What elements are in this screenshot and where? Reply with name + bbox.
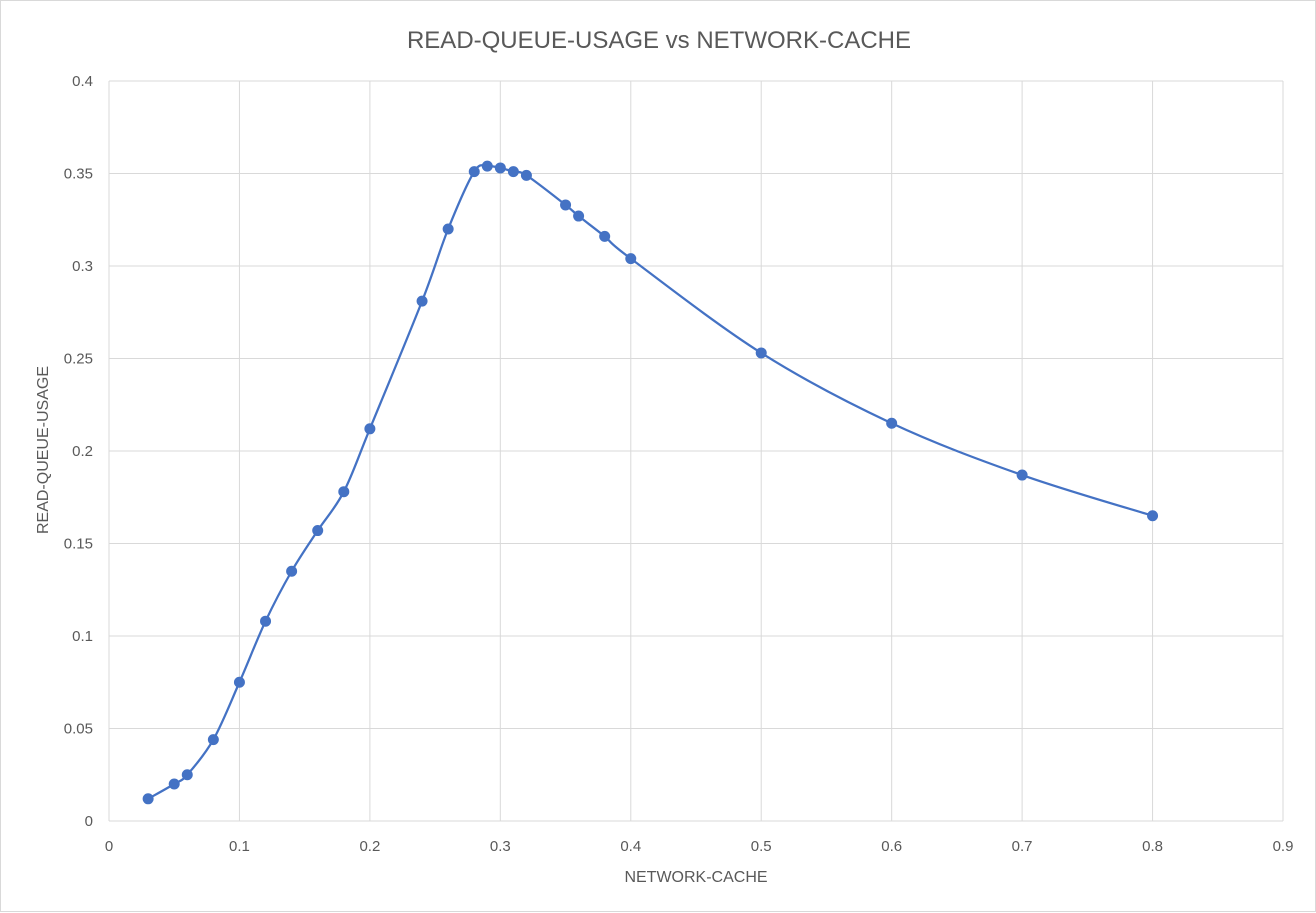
x-axis-title: NETWORK-CACHE — [624, 869, 767, 886]
x-tick-label: 0.1 — [229, 838, 250, 855]
data-point[interactable] — [599, 230, 611, 242]
x-tick-label: 0.4 — [620, 838, 641, 855]
y-tick-label: 0.15 — [64, 536, 93, 553]
tick-labels: 0 0.1 0.2 0.3 0.4 0.5 0.6 0.7 0.8 0.9 0 0.05 0.1 0.15… — [64, 73, 1294, 855]
data-point[interactable] — [573, 210, 585, 222]
data-point[interactable] — [1147, 510, 1159, 522]
y-tick-label: 0.05 — [64, 721, 93, 738]
data-point[interactable] — [494, 162, 506, 174]
data-point[interactable] — [560, 199, 572, 211]
x-tick-label: 0.3 — [490, 838, 511, 855]
series-layer — [142, 160, 1159, 805]
data-point[interactable] — [625, 253, 637, 265]
data-point[interactable] — [181, 769, 193, 781]
x-tick-label: 0.9 — [1273, 838, 1294, 855]
data-point[interactable] — [507, 166, 519, 178]
data-point[interactable] — [755, 347, 767, 359]
data-point[interactable] — [168, 778, 180, 790]
data-point[interactable] — [286, 565, 298, 577]
data-point[interactable] — [233, 676, 245, 688]
data-point[interactable] — [442, 223, 454, 235]
y-tick-label: 0.3 — [72, 258, 93, 275]
data-point[interactable] — [364, 423, 376, 435]
chart-title: READ-QUEUE-USAGE vs NETWORK-CACHE — [407, 27, 911, 54]
x-tick-label: 0.6 — [881, 838, 902, 855]
y-tick-label: 0.25 — [64, 351, 93, 368]
data-point[interactable] — [1016, 469, 1028, 481]
y-tick-label: 0.2 — [72, 443, 93, 460]
data-point[interactable] — [338, 486, 350, 498]
y-axis-title: READ-QUEUE-USAGE — [35, 366, 52, 534]
y-tick-label: 0 — [85, 813, 93, 830]
data-point[interactable] — [481, 160, 493, 172]
x-tick-label: 0 — [105, 838, 113, 855]
y-tick-label: 0.1 — [72, 628, 93, 645]
x-tick-label: 0.8 — [1142, 838, 1163, 855]
data-point[interactable] — [520, 169, 532, 181]
data-point[interactable] — [260, 615, 272, 627]
x-tick-label: 0.2 — [359, 838, 380, 855]
data-point[interactable] — [886, 417, 898, 429]
data-point[interactable] — [142, 793, 154, 805]
data-point[interactable] — [468, 166, 480, 178]
data-point[interactable] — [416, 295, 428, 307]
x-tick-label: 0.5 — [751, 838, 772, 855]
x-tick-label: 0.7 — [1012, 838, 1033, 855]
gridlines — [108, 80, 1284, 822]
y-tick-label: 0.35 — [64, 166, 93, 183]
y-tick-label: 0.4 — [72, 73, 93, 90]
data-point[interactable] — [312, 525, 324, 537]
data-point[interactable] — [207, 734, 219, 746]
series-line — [147, 164, 1153, 800]
